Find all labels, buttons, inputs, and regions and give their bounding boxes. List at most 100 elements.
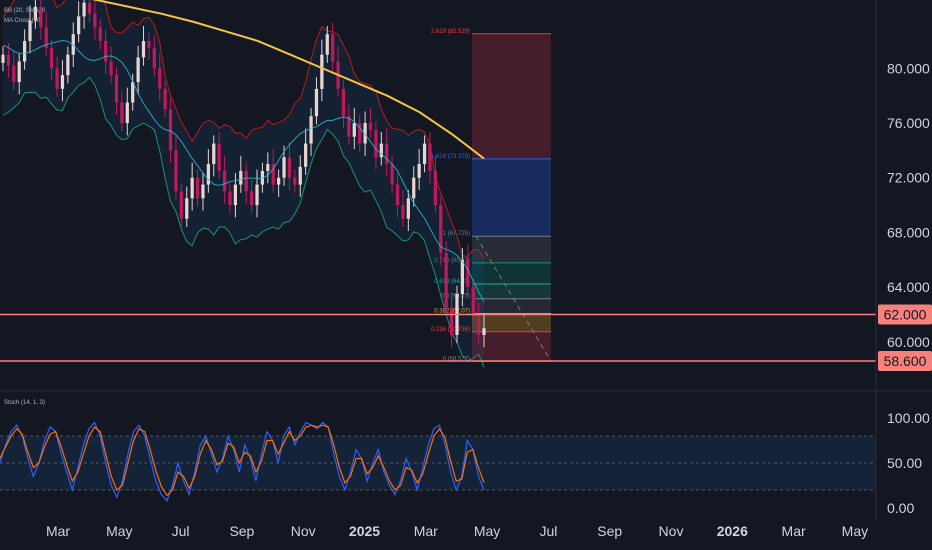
candle-body bbox=[195, 177, 200, 199]
candle-body bbox=[298, 166, 302, 185]
candle-body bbox=[476, 314, 481, 335]
time-tick-label: Nov bbox=[291, 523, 316, 539]
candle-body bbox=[352, 123, 356, 137]
fib-level-label: 1.618 (73.379) bbox=[431, 154, 470, 160]
candle-body bbox=[255, 184, 259, 206]
fib-zone bbox=[472, 283, 551, 299]
candle-body bbox=[417, 164, 421, 178]
time-tick-label: Mar bbox=[46, 523, 70, 539]
time-tick-label: Mar bbox=[782, 523, 806, 539]
candle-body bbox=[158, 68, 162, 89]
time-tick-label: May bbox=[842, 523, 868, 539]
indicator-label-bb[interactable]: BB (20, SMA, 0 bbox=[4, 8, 46, 14]
candle-body bbox=[206, 164, 210, 185]
bollinger-upper-line bbox=[2, 0, 485, 260]
candle-body bbox=[179, 191, 183, 219]
candle-body bbox=[320, 54, 324, 89]
fib-level-label: 2.618 (82.529) bbox=[431, 29, 470, 35]
candle-body bbox=[66, 54, 70, 76]
candle-body bbox=[385, 143, 389, 165]
ma-50-line bbox=[2, 40, 485, 302]
fib-zone bbox=[472, 298, 551, 314]
candle-body bbox=[395, 184, 400, 206]
candle-body bbox=[347, 116, 351, 137]
candle-body bbox=[325, 34, 329, 55]
fib-zone bbox=[472, 313, 551, 332]
candle-body bbox=[33, 6, 38, 21]
candle-body bbox=[55, 68, 59, 89]
candle-body bbox=[282, 157, 286, 178]
candle-body bbox=[482, 328, 486, 335]
candle-body bbox=[174, 150, 178, 192]
stoch-tick-label: 50.00 bbox=[887, 455, 922, 471]
ma-200-line bbox=[91, 0, 485, 160]
candle-body bbox=[401, 205, 405, 219]
candle-body bbox=[44, 27, 48, 48]
bollinger-lower-line bbox=[2, 76, 485, 368]
price-tick-label: 80.000 bbox=[887, 60, 930, 76]
candle-body bbox=[422, 143, 427, 165]
fib-level-label: 0 (58.577) bbox=[443, 356, 470, 362]
candle-body bbox=[228, 191, 232, 206]
candle-body bbox=[249, 191, 254, 206]
time-tick-label: 2026 bbox=[717, 523, 748, 539]
candle-body bbox=[114, 75, 119, 103]
candle-body bbox=[141, 41, 146, 58]
candle-body bbox=[244, 170, 248, 192]
fib-zone bbox=[472, 331, 551, 362]
time-tick-label: May bbox=[106, 523, 132, 539]
candle-body bbox=[136, 57, 140, 83]
candle-body bbox=[390, 164, 394, 185]
candle-body bbox=[104, 41, 108, 62]
candle-body bbox=[444, 252, 448, 308]
price-tick-label: 68.000 bbox=[887, 224, 930, 240]
candle-body bbox=[304, 143, 308, 167]
candle-body bbox=[239, 170, 243, 185]
candle-body bbox=[212, 143, 216, 165]
fib-zone bbox=[472, 262, 551, 284]
candle-body bbox=[77, 16, 81, 35]
candle-body bbox=[233, 184, 238, 206]
time-tick-label: Nov bbox=[659, 523, 684, 539]
candle-body bbox=[190, 177, 194, 199]
candle-body bbox=[412, 177, 416, 199]
candle-body bbox=[309, 116, 313, 144]
candle-body bbox=[98, 27, 102, 42]
candle-body bbox=[217, 143, 221, 171]
candle-body bbox=[60, 75, 65, 89]
indicator-label-ma-cross[interactable]: MA Cross (50 bbox=[4, 18, 41, 24]
indicator-label-stoch[interactable]: Stoch (14, 1, 3) bbox=[4, 400, 45, 406]
candle-body bbox=[6, 54, 11, 66]
candle-body bbox=[314, 88, 319, 117]
candle-body bbox=[460, 259, 465, 294]
time-tick-label: Mar bbox=[414, 523, 438, 539]
price-tag-label: 58.600 bbox=[884, 353, 927, 369]
price-tick-label: 60.000 bbox=[887, 334, 930, 350]
time-tick-label: Jul bbox=[539, 523, 557, 539]
candle-body bbox=[341, 88, 346, 117]
candle-body bbox=[439, 205, 443, 253]
candle-body bbox=[28, 20, 32, 42]
candle-body bbox=[266, 164, 270, 171]
price-tick-label: 72.000 bbox=[887, 170, 930, 186]
fib-zone bbox=[472, 158, 551, 237]
price-tag bbox=[878, 304, 932, 325]
stoch-tick-label: 100.00 bbox=[887, 410, 930, 426]
time-tick-label: Sep bbox=[229, 523, 254, 539]
fib-trend-line[interactable] bbox=[475, 235, 552, 362]
candle-body bbox=[39, 6, 43, 28]
fib-level-label: 0.786 (65.77) bbox=[434, 258, 470, 264]
candle-body bbox=[222, 170, 227, 192]
candle-body bbox=[368, 123, 373, 130]
candle-body bbox=[287, 157, 292, 178]
price-tag bbox=[878, 350, 932, 371]
candle-body bbox=[363, 123, 367, 144]
time-tick-label: 2025 bbox=[349, 523, 380, 539]
candle-body bbox=[50, 47, 54, 69]
candle-body bbox=[168, 109, 173, 151]
candle-body bbox=[87, 2, 92, 14]
fib-zone bbox=[472, 236, 551, 263]
stoch-tick-label: 0.00 bbox=[887, 500, 914, 516]
candle-body bbox=[147, 41, 151, 48]
